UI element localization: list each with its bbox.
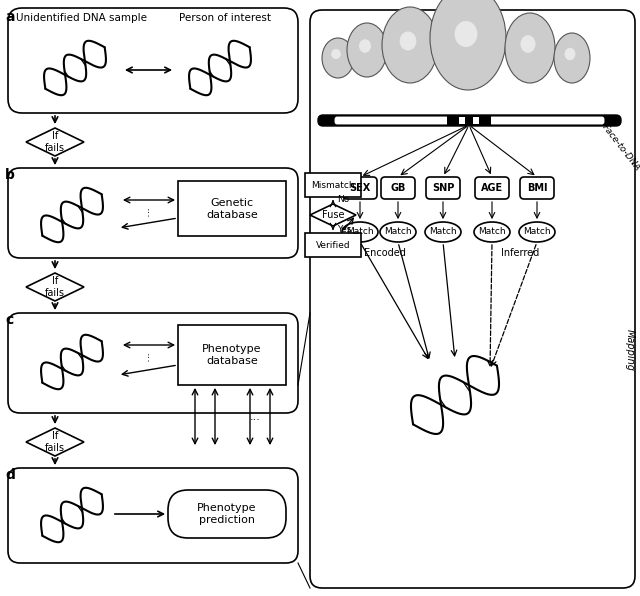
- FancyBboxPatch shape: [381, 177, 415, 199]
- Bar: [305, 233, 361, 257]
- FancyBboxPatch shape: [8, 468, 298, 563]
- Ellipse shape: [347, 23, 387, 77]
- Ellipse shape: [520, 35, 536, 53]
- Polygon shape: [310, 204, 356, 226]
- Text: Person of interest: Person of interest: [179, 13, 271, 23]
- Ellipse shape: [342, 222, 378, 242]
- Polygon shape: [41, 335, 103, 389]
- Ellipse shape: [332, 49, 341, 59]
- Text: Phenotype
database: Phenotype database: [202, 344, 262, 366]
- Polygon shape: [411, 356, 499, 434]
- Text: If
fails: If fails: [45, 131, 65, 153]
- Ellipse shape: [322, 38, 354, 78]
- Text: Genetic
database: Genetic database: [206, 198, 258, 220]
- FancyBboxPatch shape: [426, 177, 460, 199]
- Polygon shape: [41, 488, 103, 542]
- Text: Inferred: Inferred: [501, 248, 539, 258]
- Ellipse shape: [564, 48, 575, 60]
- Ellipse shape: [474, 222, 510, 242]
- Text: If
fails: If fails: [45, 431, 65, 453]
- Text: ...: ...: [144, 353, 154, 364]
- Ellipse shape: [505, 13, 555, 83]
- FancyBboxPatch shape: [8, 313, 298, 413]
- Bar: [178, 181, 286, 236]
- FancyBboxPatch shape: [168, 490, 286, 538]
- Ellipse shape: [425, 222, 461, 242]
- Text: Mismatch: Mismatch: [311, 181, 355, 190]
- Text: Match: Match: [478, 228, 506, 237]
- Text: GB: GB: [390, 183, 406, 193]
- Text: d: d: [5, 468, 15, 482]
- Bar: [178, 325, 286, 385]
- Ellipse shape: [430, 0, 506, 90]
- Ellipse shape: [519, 222, 555, 242]
- Text: No: No: [337, 195, 349, 204]
- Text: ...: ...: [250, 412, 260, 422]
- Text: Verified: Verified: [316, 241, 350, 250]
- Text: c: c: [5, 313, 13, 327]
- Text: Phenotype
prediction: Phenotype prediction: [197, 503, 257, 525]
- Text: b: b: [5, 168, 15, 182]
- Polygon shape: [41, 188, 103, 242]
- Ellipse shape: [380, 222, 416, 242]
- Text: AGE: AGE: [481, 183, 503, 193]
- FancyBboxPatch shape: [475, 177, 509, 199]
- Text: Match: Match: [346, 228, 374, 237]
- FancyBboxPatch shape: [8, 168, 298, 258]
- Text: Fuse: Fuse: [322, 210, 344, 220]
- FancyBboxPatch shape: [8, 8, 298, 113]
- FancyBboxPatch shape: [310, 10, 635, 588]
- Text: BMI: BMI: [527, 183, 547, 193]
- Polygon shape: [189, 41, 251, 95]
- Ellipse shape: [399, 32, 417, 51]
- FancyBboxPatch shape: [334, 116, 605, 125]
- Polygon shape: [26, 273, 84, 301]
- Ellipse shape: [454, 21, 477, 47]
- Ellipse shape: [382, 7, 438, 83]
- FancyBboxPatch shape: [343, 177, 377, 199]
- Text: ...: ...: [144, 207, 154, 219]
- Text: Mapping: Mapping: [625, 329, 635, 371]
- Text: Unidentified DNA sample: Unidentified DNA sample: [17, 13, 147, 23]
- Text: Match: Match: [429, 228, 457, 237]
- Polygon shape: [26, 128, 84, 156]
- Text: Encoded: Encoded: [364, 248, 406, 258]
- Polygon shape: [26, 428, 84, 456]
- Text: a: a: [5, 10, 15, 24]
- Polygon shape: [44, 41, 106, 95]
- Text: SNP: SNP: [432, 183, 454, 193]
- FancyBboxPatch shape: [318, 115, 621, 126]
- Text: Yes: Yes: [337, 225, 351, 234]
- Text: Match: Match: [523, 228, 551, 237]
- Text: Face-to-DNA: Face-to-DNA: [600, 123, 640, 173]
- Ellipse shape: [359, 39, 371, 53]
- Bar: [473, 117, 479, 124]
- Ellipse shape: [554, 33, 590, 83]
- Text: If
fails: If fails: [45, 276, 65, 298]
- Bar: [305, 173, 361, 197]
- Text: Match: Match: [384, 228, 412, 237]
- Bar: [447, 115, 491, 126]
- Text: SEX: SEX: [349, 183, 371, 193]
- Bar: [459, 117, 465, 124]
- FancyBboxPatch shape: [520, 177, 554, 199]
